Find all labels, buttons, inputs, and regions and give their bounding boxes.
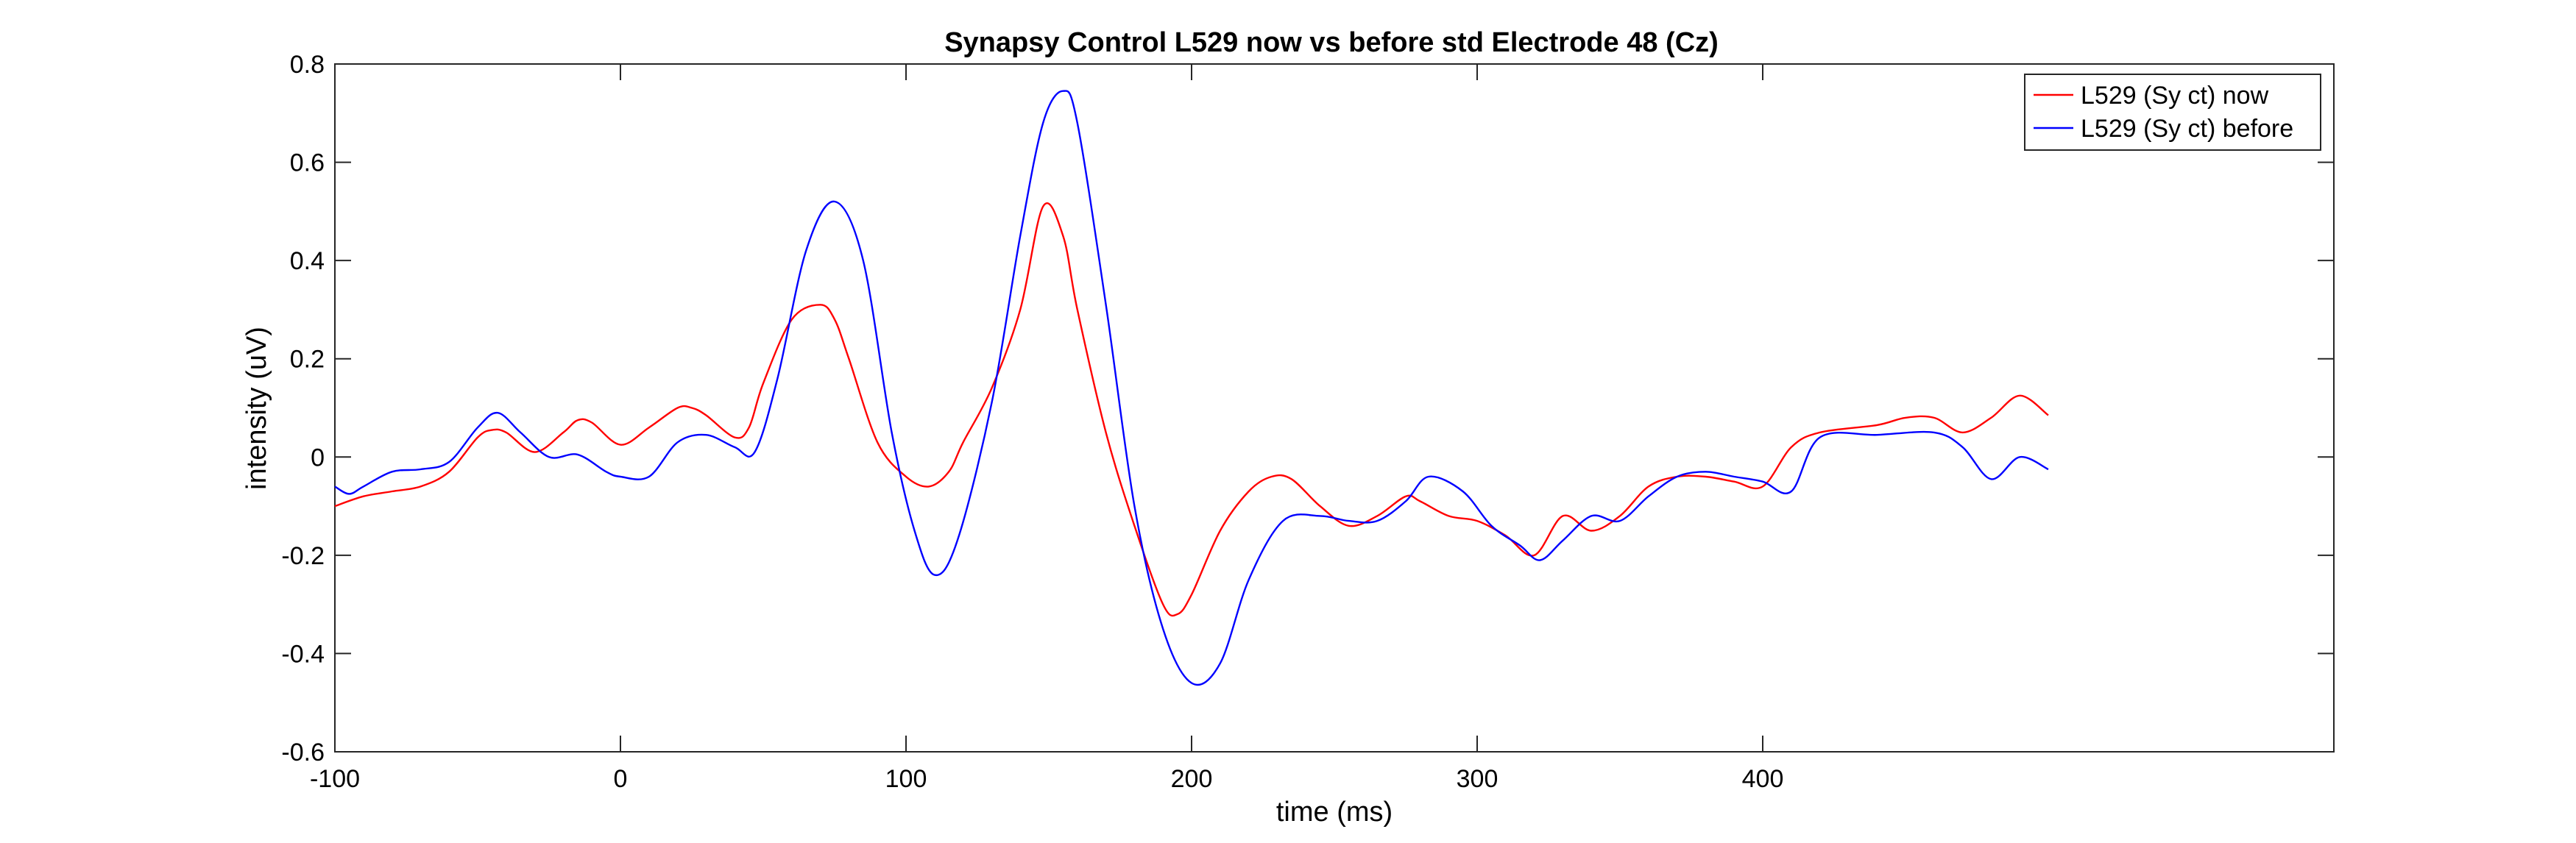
x-tick-label: -100 <box>310 765 360 793</box>
series-layer <box>334 90 2049 686</box>
legend-label: L529 (Sy ct) before <box>2081 115 2293 143</box>
legend-box <box>2024 74 2321 151</box>
x-axis-label: time (ms) <box>1276 797 1393 828</box>
plot-area <box>334 63 2335 753</box>
y-tick-label: 0 <box>311 444 325 472</box>
y-tick-label: -0.2 <box>281 542 325 570</box>
legend-label: L529 (Sy ct) now <box>2081 82 2269 110</box>
x-tick-label: 200 <box>1171 765 1213 793</box>
x-tick-label: 100 <box>885 765 927 793</box>
plot-frame <box>334 63 2335 753</box>
series-line-now <box>334 202 2049 617</box>
chart-title: Synapsy Control L529 now vs before std E… <box>944 27 1719 58</box>
y-tick-label: -0.4 <box>281 640 325 668</box>
y-axis-label: intensity (uV) <box>241 327 272 490</box>
y-tick-label: 0.8 <box>290 51 325 79</box>
x-tick-label: 400 <box>1742 765 1784 793</box>
x-tick-label: 0 <box>614 765 628 793</box>
y-tick-label: -0.6 <box>281 739 325 766</box>
y-tick-label: 0.4 <box>290 247 325 275</box>
legend: L529 (Sy ct) now L529 (Sy ct) before <box>2024 74 2321 151</box>
series-line-before <box>334 90 2049 686</box>
y-tick-label: 0.2 <box>290 346 325 374</box>
x-axis: -100 0 100 200 300 400 <box>310 64 1783 793</box>
x-tick-label: 300 <box>1457 765 1498 793</box>
y-tick-label: 0.6 <box>290 149 325 177</box>
y-axis: -0.6 -0.4 -0.2 0 0.2 0.4 0.6 0.8 <box>281 51 2334 766</box>
